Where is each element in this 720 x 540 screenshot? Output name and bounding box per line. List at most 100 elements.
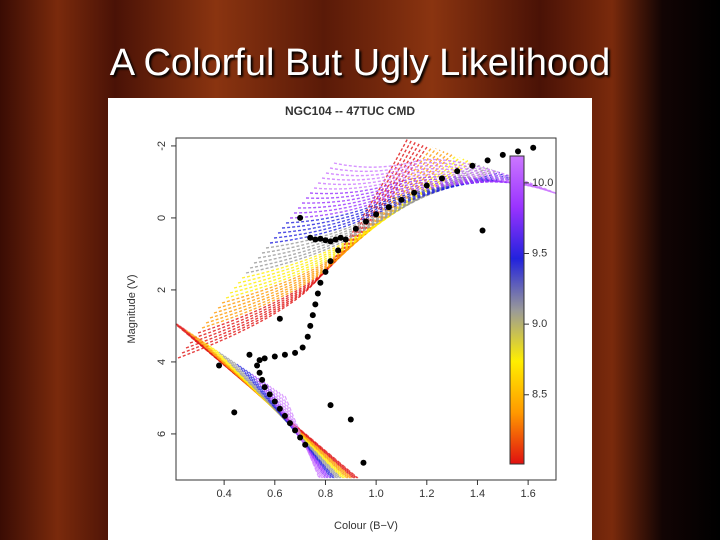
colorbar-tick-label: 8.5 bbox=[532, 389, 547, 401]
isochrone bbox=[177, 138, 409, 359]
x-tick-label: 1.4 bbox=[470, 488, 485, 500]
point bbox=[314, 290, 321, 297]
point bbox=[469, 162, 476, 169]
isochrone bbox=[185, 140, 417, 349]
point bbox=[352, 225, 359, 232]
point bbox=[439, 175, 445, 182]
isochrone bbox=[200, 339, 348, 479]
point bbox=[317, 279, 324, 286]
point bbox=[327, 238, 334, 245]
isochrone bbox=[329, 161, 556, 195]
isochrone bbox=[260, 379, 328, 479]
point bbox=[327, 402, 334, 409]
point bbox=[261, 355, 268, 362]
slide-title: A Colorful But Ugly Likelihood bbox=[109, 42, 611, 84]
isochrone bbox=[275, 389, 323, 479]
x-tick-label: 1.6 bbox=[520, 488, 535, 500]
isochrone bbox=[321, 168, 553, 193]
isochrone bbox=[301, 180, 533, 204]
point bbox=[312, 236, 319, 243]
x-tick-label: 0.6 bbox=[267, 488, 282, 500]
y-tick-label: 2 bbox=[156, 287, 168, 293]
isochrone bbox=[305, 178, 537, 199]
point bbox=[246, 351, 253, 358]
point bbox=[327, 258, 334, 265]
x-tick-label: 0.8 bbox=[318, 488, 333, 500]
y-tick-label: 6 bbox=[156, 431, 168, 437]
chart-title: NGC104 -- 47TUC CMD bbox=[285, 104, 415, 118]
isochrone bbox=[257, 167, 489, 259]
isochrone bbox=[278, 391, 322, 479]
point bbox=[373, 211, 380, 218]
isochrone bbox=[209, 149, 441, 319]
point bbox=[216, 362, 223, 369]
point bbox=[259, 376, 266, 383]
point bbox=[499, 151, 506, 158]
point bbox=[332, 236, 339, 243]
point bbox=[515, 148, 521, 155]
point bbox=[271, 353, 278, 360]
point bbox=[254, 362, 261, 369]
isochrone bbox=[333, 158, 556, 194]
isochrone bbox=[245, 162, 477, 274]
x-tick-label: 0.4 bbox=[216, 488, 231, 500]
colorbar bbox=[509, 155, 525, 465]
point bbox=[256, 369, 263, 376]
point bbox=[411, 189, 418, 196]
isochrone bbox=[297, 181, 529, 209]
point bbox=[309, 312, 316, 319]
point bbox=[385, 204, 392, 211]
plot-frame bbox=[175, 137, 557, 481]
colorbar-tick-label: 10.0 bbox=[532, 177, 553, 189]
isochrone bbox=[273, 173, 505, 239]
x-tick-label: 1.0 bbox=[368, 488, 383, 500]
point bbox=[335, 247, 342, 254]
point bbox=[297, 214, 304, 221]
isochrone bbox=[217, 152, 449, 309]
point bbox=[454, 168, 461, 175]
x-axis-label: Colour (B−V) bbox=[334, 520, 398, 532]
colorbar-tick-label: 9.5 bbox=[532, 247, 547, 259]
point bbox=[276, 315, 283, 322]
isochrone bbox=[233, 361, 337, 479]
point bbox=[342, 236, 349, 243]
point bbox=[276, 405, 283, 412]
isochrone bbox=[313, 173, 545, 190]
isochrone bbox=[176, 323, 359, 479]
x-tick-label: 1.2 bbox=[419, 488, 434, 500]
isochrone bbox=[317, 170, 549, 192]
point bbox=[292, 427, 299, 434]
point bbox=[256, 357, 263, 364]
point bbox=[287, 420, 293, 427]
point bbox=[281, 351, 288, 358]
point bbox=[231, 409, 238, 416]
chart: NGC104 -- 47TUC CMD Colour (B−V) Magnitu… bbox=[108, 98, 592, 540]
point bbox=[281, 412, 288, 419]
point bbox=[307, 234, 314, 241]
point bbox=[322, 268, 329, 275]
isochrone bbox=[237, 159, 469, 284]
isochrone bbox=[325, 165, 556, 195]
isochrone bbox=[205, 148, 437, 324]
point bbox=[299, 344, 306, 351]
point bbox=[297, 434, 304, 441]
point bbox=[307, 322, 314, 329]
point bbox=[347, 416, 354, 423]
colorbar-tick-label: 9.0 bbox=[532, 318, 547, 330]
y-tick-label: 4 bbox=[156, 359, 168, 365]
isochrone bbox=[269, 171, 501, 244]
isochrone bbox=[293, 180, 525, 214]
isochrone bbox=[277, 174, 509, 234]
point bbox=[292, 349, 299, 356]
isochrone bbox=[201, 146, 433, 329]
isochrone bbox=[189, 142, 421, 344]
y-tick-label: 0 bbox=[156, 215, 168, 221]
point bbox=[266, 391, 273, 398]
point bbox=[261, 384, 268, 391]
point bbox=[530, 144, 537, 151]
point bbox=[302, 441, 309, 448]
isochrone bbox=[281, 393, 321, 479]
point bbox=[304, 333, 311, 340]
point bbox=[484, 157, 491, 164]
